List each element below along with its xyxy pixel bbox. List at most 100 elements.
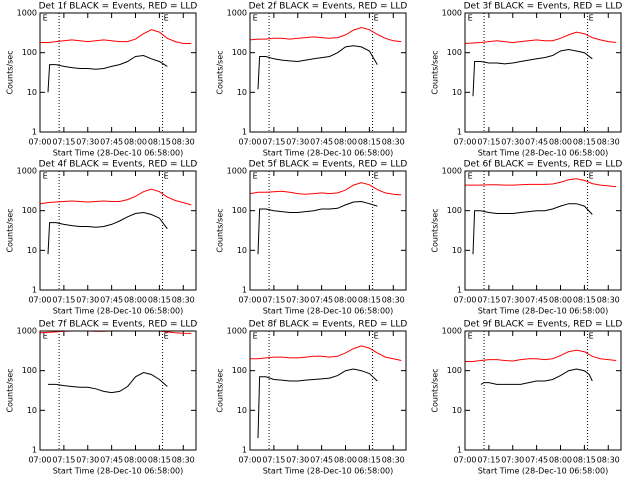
x-tick-label: 08:30 bbox=[597, 456, 620, 465]
panel-title: Det 6f BLACK = Events, RED = LLD bbox=[464, 160, 623, 170]
flag-label: E bbox=[589, 14, 594, 23]
plot-frame bbox=[39, 12, 197, 133]
y-axis-label: Counts/sec bbox=[216, 208, 225, 252]
series-line bbox=[472, 48, 593, 97]
panel: Det 4f BLACK = Events, RED = LLD Counts/s… bbox=[6, 160, 198, 316]
y-tick-label: 1000 bbox=[17, 167, 37, 176]
panel-title: Det 1f BLACK = Events, RED = LLD bbox=[39, 2, 198, 12]
y-tick-label: 1000 bbox=[442, 9, 462, 18]
x-tick-label: 07:15 bbox=[262, 456, 285, 465]
x-tick-label: 08:30 bbox=[172, 138, 195, 147]
y-tick-label: 1 bbox=[457, 446, 462, 455]
y-tick-label: 1 bbox=[242, 286, 247, 295]
x-tick-label: 08:15 bbox=[358, 296, 381, 305]
x-tick-label: 08:00 bbox=[549, 138, 572, 147]
x-tick-label: 08:15 bbox=[573, 456, 596, 465]
x-tick-label: 07:00 bbox=[238, 138, 261, 147]
x-tick-label: 07:45 bbox=[310, 456, 333, 465]
x-tick-label: 08:30 bbox=[172, 456, 195, 465]
flag-label: E bbox=[468, 172, 473, 181]
flag-label: E bbox=[374, 172, 379, 181]
x-tick-label: 07:30 bbox=[501, 138, 524, 147]
y-tick-label: 10 bbox=[237, 406, 247, 415]
plot-frame bbox=[39, 330, 197, 451]
x-tick-label: 07:45 bbox=[310, 138, 333, 147]
x-tick-label: 08:15 bbox=[358, 138, 381, 147]
flag-label: E bbox=[164, 172, 169, 181]
y-tick-label: 100 bbox=[447, 206, 462, 215]
panel-title: Det 2f BLACK = Events, RED = LLD bbox=[249, 2, 408, 12]
x-tick-label: 08:00 bbox=[124, 296, 147, 305]
series-line bbox=[257, 200, 378, 255]
x-tick-label: 07:30 bbox=[76, 456, 99, 465]
panel: Det 2f BLACK = Events, RED = LLD Counts/s… bbox=[216, 2, 408, 158]
y-tick-label: 100 bbox=[232, 206, 247, 215]
x-tick-label: 07:45 bbox=[310, 296, 333, 305]
y-tick-label: 100 bbox=[447, 48, 462, 57]
x-tick-label: 08:00 bbox=[334, 138, 357, 147]
x-axis-label: Start Time (28-Dec-10 06:58:00) bbox=[263, 149, 394, 158]
y-tick-label: 100 bbox=[232, 48, 247, 57]
y-tick-label: 10 bbox=[452, 406, 462, 415]
x-tick-label: 08:30 bbox=[382, 296, 405, 305]
x-tick-label: 08:30 bbox=[172, 296, 195, 305]
y-axis-label: Counts/sec bbox=[6, 368, 15, 412]
x-tick-label: 08:15 bbox=[148, 456, 171, 465]
y-tick-label: 1000 bbox=[227, 167, 247, 176]
y-tick-label: 1 bbox=[457, 286, 462, 295]
x-tick-label: 08:30 bbox=[597, 138, 620, 147]
y-axis-label: Counts/sec bbox=[431, 208, 440, 252]
x-tick-label: 08:15 bbox=[148, 296, 171, 305]
flag-label: E bbox=[164, 332, 169, 341]
panel-title: Det 5f BLACK = Events, RED = LLD bbox=[249, 160, 408, 170]
plot-frame bbox=[249, 170, 407, 291]
x-tick-label: 07:00 bbox=[238, 296, 261, 305]
x-axis-label: Start Time (28-Dec-10 06:58:00) bbox=[53, 307, 184, 316]
flag-label: E bbox=[589, 332, 594, 341]
x-tick-label: 07:15 bbox=[477, 138, 500, 147]
y-tick-label: 1000 bbox=[442, 167, 462, 176]
y-tick-label: 1 bbox=[242, 446, 247, 455]
y-axis-label: Counts/sec bbox=[6, 50, 15, 94]
series-line bbox=[250, 182, 402, 196]
x-tick-label: 08:30 bbox=[382, 138, 405, 147]
flag-label: E bbox=[43, 172, 48, 181]
y-axis-label: Counts/sec bbox=[431, 368, 440, 412]
y-tick-label: 10 bbox=[237, 88, 247, 97]
x-tick-label: 07:45 bbox=[100, 296, 123, 305]
y-tick-label: 10 bbox=[27, 406, 37, 415]
x-axis-label: Start Time (28-Dec-10 06:58:00) bbox=[53, 149, 184, 158]
x-tick-label: 07:30 bbox=[501, 296, 524, 305]
flag-label: E bbox=[374, 14, 379, 23]
y-tick-label: 10 bbox=[27, 246, 37, 255]
panel-title: Det 7f BLACK = Events, RED = LLD bbox=[39, 320, 198, 330]
series-line bbox=[40, 188, 192, 206]
panel-title: Det 9f BLACK = Events, RED = LLD bbox=[464, 320, 623, 330]
y-tick-label: 1000 bbox=[17, 9, 37, 18]
x-axis-label: Start Time (28-Dec-10 06:58:00) bbox=[478, 467, 609, 476]
flag-label: E bbox=[589, 172, 594, 181]
y-tick-label: 1000 bbox=[227, 9, 247, 18]
x-tick-label: 07:15 bbox=[477, 296, 500, 305]
panel: Det 7f BLACK = Events, RED = LLD Counts/s… bbox=[6, 320, 198, 476]
x-tick-label: 07:30 bbox=[76, 138, 99, 147]
y-axis-label: Counts/sec bbox=[6, 208, 15, 252]
flag-label: E bbox=[253, 332, 258, 341]
flag-label: E bbox=[253, 14, 258, 23]
x-tick-label: 08:15 bbox=[573, 138, 596, 147]
y-tick-label: 10 bbox=[27, 88, 37, 97]
y-axis-label: Counts/sec bbox=[431, 50, 440, 94]
x-tick-label: 08:00 bbox=[334, 456, 357, 465]
x-tick-label: 07:00 bbox=[453, 296, 476, 305]
flag-label: E bbox=[164, 14, 169, 23]
x-tick-label: 07:45 bbox=[100, 138, 123, 147]
panel: Det 5f BLACK = Events, RED = LLD Counts/s… bbox=[216, 160, 408, 316]
y-tick-label: 1000 bbox=[17, 327, 37, 336]
x-tick-label: 08:00 bbox=[549, 296, 572, 305]
x-tick-label: 07:45 bbox=[525, 296, 548, 305]
x-tick-label: 07:00 bbox=[28, 138, 51, 147]
series-line bbox=[257, 368, 378, 439]
x-tick-label: 07:00 bbox=[453, 138, 476, 147]
plot-frame bbox=[464, 330, 622, 451]
